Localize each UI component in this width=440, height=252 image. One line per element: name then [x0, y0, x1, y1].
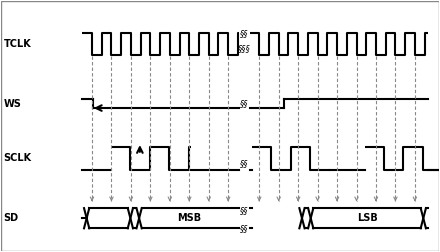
Text: §§: §§	[240, 224, 248, 233]
Text: TCLK: TCLK	[4, 39, 31, 49]
Text: SD: SD	[4, 213, 18, 223]
Text: §§: §§	[240, 206, 248, 215]
Text: WS: WS	[4, 99, 22, 109]
Text: §§: §§	[240, 99, 248, 108]
Text: §§: §§	[240, 159, 248, 168]
Text: §§: §§	[240, 29, 248, 38]
Text: SCLK: SCLK	[4, 153, 32, 163]
Text: §§§: §§§	[238, 44, 250, 53]
Text: LSB: LSB	[357, 213, 378, 223]
Text: MSB: MSB	[177, 213, 201, 223]
